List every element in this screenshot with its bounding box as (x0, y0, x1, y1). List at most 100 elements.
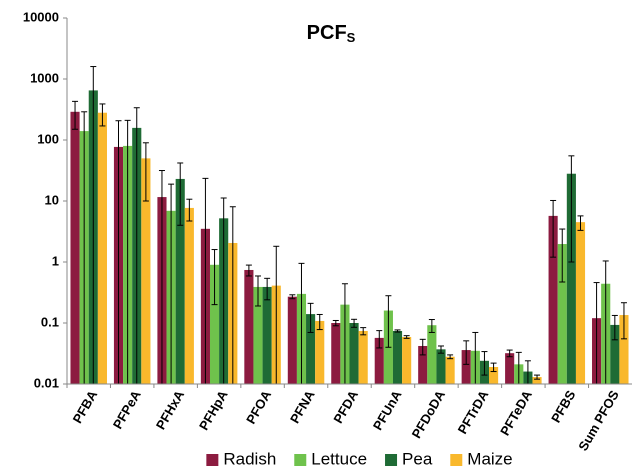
error-bar (273, 245, 280, 384)
error-bar (447, 354, 454, 360)
error-bar (99, 103, 106, 127)
legend: Radish Lettuce Pea Maize (206, 449, 513, 468)
x-tick-label: PFTrDA (455, 387, 492, 436)
title-main: PCF (307, 22, 347, 44)
error-bar (550, 199, 557, 258)
error-bar (298, 262, 305, 384)
error-bar (593, 282, 600, 384)
error-bar (534, 374, 541, 380)
error-bar (360, 327, 367, 336)
y-tick-label: 0.1 (41, 314, 59, 329)
error-bar (124, 119, 131, 384)
error-bar (316, 313, 323, 331)
error-bar (264, 277, 271, 301)
x-tick-label: Sum PFOS (575, 387, 622, 453)
bar (445, 356, 455, 384)
error-bar (559, 228, 566, 283)
error-bar (142, 142, 149, 202)
chart-title: PCFS (307, 22, 356, 45)
x-tick-label: PFPeA (110, 387, 144, 431)
bar (349, 323, 359, 384)
x-tick-label: PFBS (548, 387, 578, 425)
error-bar (376, 330, 383, 349)
bar (548, 215, 558, 384)
x-tick-label: PFDoDA (409, 387, 449, 441)
y-tick-label: 1000 (30, 70, 59, 85)
y-tick-label: 10 (45, 192, 59, 207)
x-tick-label: PFOA (243, 387, 274, 426)
legend-label: Radish (223, 449, 276, 468)
error-bar (620, 302, 627, 340)
x-tick-label: PFNA (287, 387, 318, 426)
error-bar (307, 302, 314, 333)
bar (427, 325, 437, 384)
error-bar (186, 198, 193, 222)
y-tick-label: 100 (37, 131, 59, 146)
error-bar (394, 329, 401, 333)
bar (175, 178, 185, 384)
x-tick-label: PFDA (330, 387, 361, 426)
error-bar (81, 111, 88, 384)
y-tick-label: 0.01 (34, 375, 59, 390)
legend-swatch (294, 454, 307, 466)
error-bar (403, 335, 410, 339)
error-bar (351, 318, 358, 328)
legend-label: Pea (402, 449, 433, 468)
bar (184, 207, 194, 384)
bar (402, 336, 412, 384)
error-bar (168, 183, 175, 384)
bar (141, 158, 151, 384)
bar (436, 349, 446, 384)
x-tick-label: PFHxA (153, 387, 188, 432)
bar (306, 314, 316, 384)
legend-label: Maize (467, 449, 512, 468)
bar (287, 296, 297, 384)
error-bar (158, 170, 165, 384)
x-tick-label: PFBA (70, 387, 101, 426)
error-bar (385, 295, 392, 348)
bar (209, 264, 220, 384)
error-bar (481, 351, 488, 376)
error-bar (220, 197, 227, 384)
error-bar (506, 349, 513, 358)
error-bar (245, 264, 252, 277)
error-bar (332, 319, 339, 327)
error-bar (490, 362, 497, 373)
bar (575, 222, 586, 384)
bar (262, 286, 272, 384)
title-subscript: S (347, 30, 356, 45)
bar (331, 323, 341, 384)
error-bar (419, 338, 426, 356)
y-tick-label: 1 (52, 253, 59, 268)
error-bar (341, 283, 348, 384)
bar (610, 324, 620, 384)
bar (374, 337, 384, 384)
bar (619, 315, 629, 384)
error-bar (229, 206, 236, 384)
error-bar (568, 155, 575, 263)
error-bar (602, 260, 609, 384)
error-bar (90, 66, 97, 384)
legend-swatch (206, 454, 219, 466)
error-bar (115, 120, 122, 384)
legend-swatch (450, 454, 463, 466)
bar (392, 330, 403, 384)
error-bar (289, 294, 296, 300)
x-tick-label: PFUnA (370, 387, 405, 433)
error-bar (463, 340, 470, 365)
y-tick-label: 10000 (23, 9, 59, 24)
error-bar (177, 162, 184, 226)
bar (505, 353, 515, 384)
bar (70, 111, 80, 384)
legend-swatch (385, 454, 398, 466)
legend-label: Lettuce (311, 449, 367, 468)
error-bar (202, 177, 209, 384)
bar (566, 173, 576, 384)
bar (97, 112, 107, 384)
error-bar (611, 314, 618, 341)
bar (253, 286, 263, 384)
bar (557, 244, 567, 384)
error-bar (133, 107, 140, 384)
x-tick-label: PFTeDA (497, 387, 535, 438)
